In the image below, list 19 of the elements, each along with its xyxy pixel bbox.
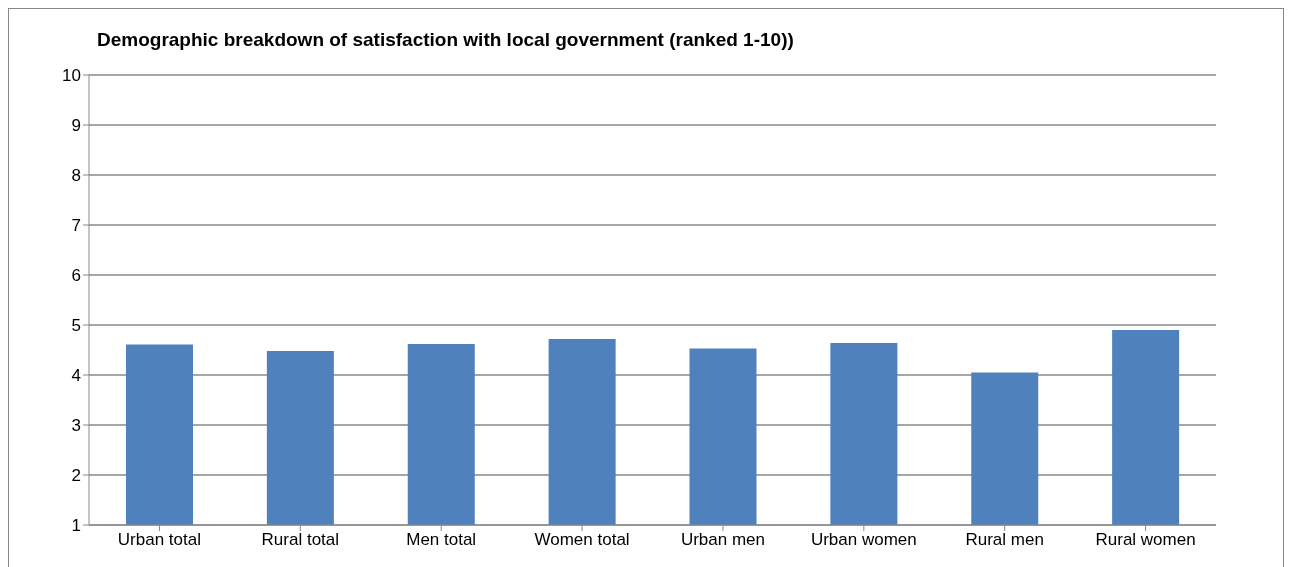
y-tick-label: 3 bbox=[71, 416, 81, 436]
x-tick-label: Rural men bbox=[965, 530, 1044, 550]
y-tick-label: 7 bbox=[71, 216, 81, 236]
y-tick-label: 10 bbox=[62, 66, 81, 86]
y-tick-label: 6 bbox=[71, 266, 81, 286]
y-tick-label: 5 bbox=[71, 316, 81, 336]
y-tick-label: 1 bbox=[71, 516, 81, 536]
x-tick-label: Rural women bbox=[1095, 530, 1196, 550]
y-tick-label: 4 bbox=[71, 366, 81, 386]
y-tick-label: 9 bbox=[71, 116, 81, 136]
x-tick-label: Urban women bbox=[810, 530, 917, 550]
chart-title: Demographic breakdown of satisfaction with local government (ranked 1-10)) bbox=[97, 29, 794, 51]
x-tick-label: Rural total bbox=[261, 530, 340, 550]
x-tick-label: Urban total bbox=[117, 530, 202, 550]
x-tick-label: Urban men bbox=[680, 530, 765, 550]
x-tick-label: Women total bbox=[534, 530, 630, 550]
x-tick-label: Men total bbox=[406, 530, 477, 550]
y-tick-label: 8 bbox=[71, 166, 81, 186]
y-tick-label: 2 bbox=[71, 466, 81, 486]
